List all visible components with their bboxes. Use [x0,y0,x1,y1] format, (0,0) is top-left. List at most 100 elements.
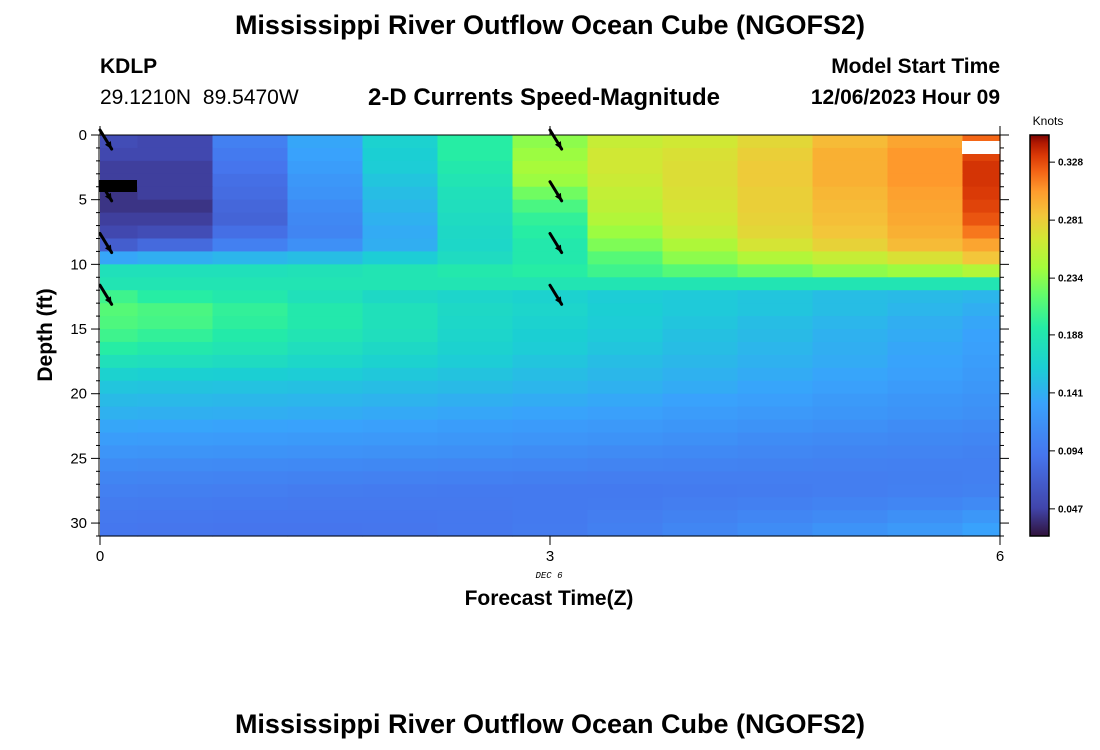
heatmap-cell [100,497,139,511]
heatmap-cell [437,406,514,421]
heatmap-cell [587,367,664,382]
current-arrow [98,283,114,306]
heatmap-cell [962,354,1001,369]
heatmap-cell [362,238,439,253]
heatmap-cell [512,367,589,382]
heatmap-cell [962,393,1001,408]
heatmap-cell [212,445,289,459]
heatmap-cell [437,458,514,472]
y-tick-label: 0 [79,127,87,144]
heatmap-cell [587,471,664,485]
heatmap-cell [212,341,289,356]
heatmap-cell [587,186,664,201]
heatmap-cell [362,160,439,175]
heatmap-cell [812,458,889,472]
heatmap-cell [737,341,814,356]
heatmap-cell [812,329,889,343]
heatmap-cell [512,510,589,524]
heatmap-cell [100,251,139,265]
heatmap-cell [212,238,289,253]
heatmap-cell [100,303,139,317]
heatmap-cell [962,212,1001,227]
heatmap-cell [812,186,889,201]
heatmap-cell [962,510,1001,524]
y-tick-label: 5 [79,192,87,209]
heatmap-cell [137,160,214,175]
heatmap-cell [137,199,214,214]
heatmap-cell [737,354,814,369]
heatmap-cell [362,199,439,214]
heatmap-cell [362,471,439,485]
heatmap-cell [737,316,814,330]
heatmap-cell [962,523,1001,537]
heatmap-cell [962,432,1001,447]
heatmap-cell [737,303,814,317]
heatmap-cell [137,445,214,459]
heatmap-cell [437,316,514,330]
heatmap-cell [887,135,964,149]
heatmap-cell [812,290,889,304]
heatmap-cell [287,160,364,175]
colorbar-tick-label: 0.094 [1058,446,1083,457]
heatmap-cell [437,367,514,382]
heatmap-cell [587,329,664,343]
heatmap-cell [287,432,364,447]
heatmap-cell [812,406,889,421]
heatmap-cell [137,523,214,537]
heatmap-cell [512,497,589,511]
heatmap-cell [362,173,439,188]
heatmap-cell [212,199,289,214]
heatmap-cell [100,393,139,408]
heatmap-cell [437,238,514,253]
heatmap-cell [587,316,664,330]
heatmap-cell [962,497,1001,511]
heatmap-cell [212,406,289,421]
heatmap-cell [287,406,364,421]
heatmap-cell [137,510,214,524]
heatmap-cell [362,458,439,472]
heatmap-cell [212,419,289,434]
heatmap-cell [662,329,739,343]
heatmap-cell [512,290,589,304]
heatmap-cell [137,264,214,278]
heatmap-cell [287,393,364,408]
colorbar-ticks: 0.047 0.094 0.141 0.188 0.234 0.281 0.328 [1049,158,1083,515]
heatmap-cell [287,419,364,434]
heatmap-cell [362,497,439,511]
heatmap-cell [437,510,514,524]
heatmap-cell [137,173,214,188]
heatmap-cell [662,199,739,214]
heatmap-cell [812,160,889,175]
heatmap-cell [287,251,364,265]
heatmap-cell [137,147,214,162]
heatmap-cell [887,316,964,330]
heatmap-cell [100,212,139,227]
heatmap-cell [962,225,1001,240]
heatmap-cell [887,484,964,498]
x-tick-label: 3 [546,548,554,565]
heatmap-cell [287,497,364,511]
heatmap-cell [100,160,139,175]
heatmap-cell [812,367,889,382]
heatmap-cell [437,199,514,214]
heatmap-cell [587,173,664,188]
heatmap-cell [962,458,1001,472]
y-tick-label: 15 [70,321,87,338]
heatmap-cell [737,277,814,291]
heatmap-cell [887,523,964,537]
heatmap-cell [962,484,1001,498]
heatmap-cell [587,290,664,304]
y-tick-label: 30 [70,515,87,532]
heatmap-cell [812,251,889,265]
heatmap-cell [137,497,214,511]
heatmap-cell [587,393,664,408]
heatmap-cell [137,135,214,149]
heatmap-cell [587,160,664,175]
heatmap-cell [362,393,439,408]
heatmap-cell [137,277,214,291]
heatmap-cell [137,367,214,382]
heatmap-cell [887,199,964,214]
heatmap-cell [737,225,814,240]
station-coords: 29.1210N 89.5470W [100,86,299,109]
heatmap-cell [100,432,139,447]
